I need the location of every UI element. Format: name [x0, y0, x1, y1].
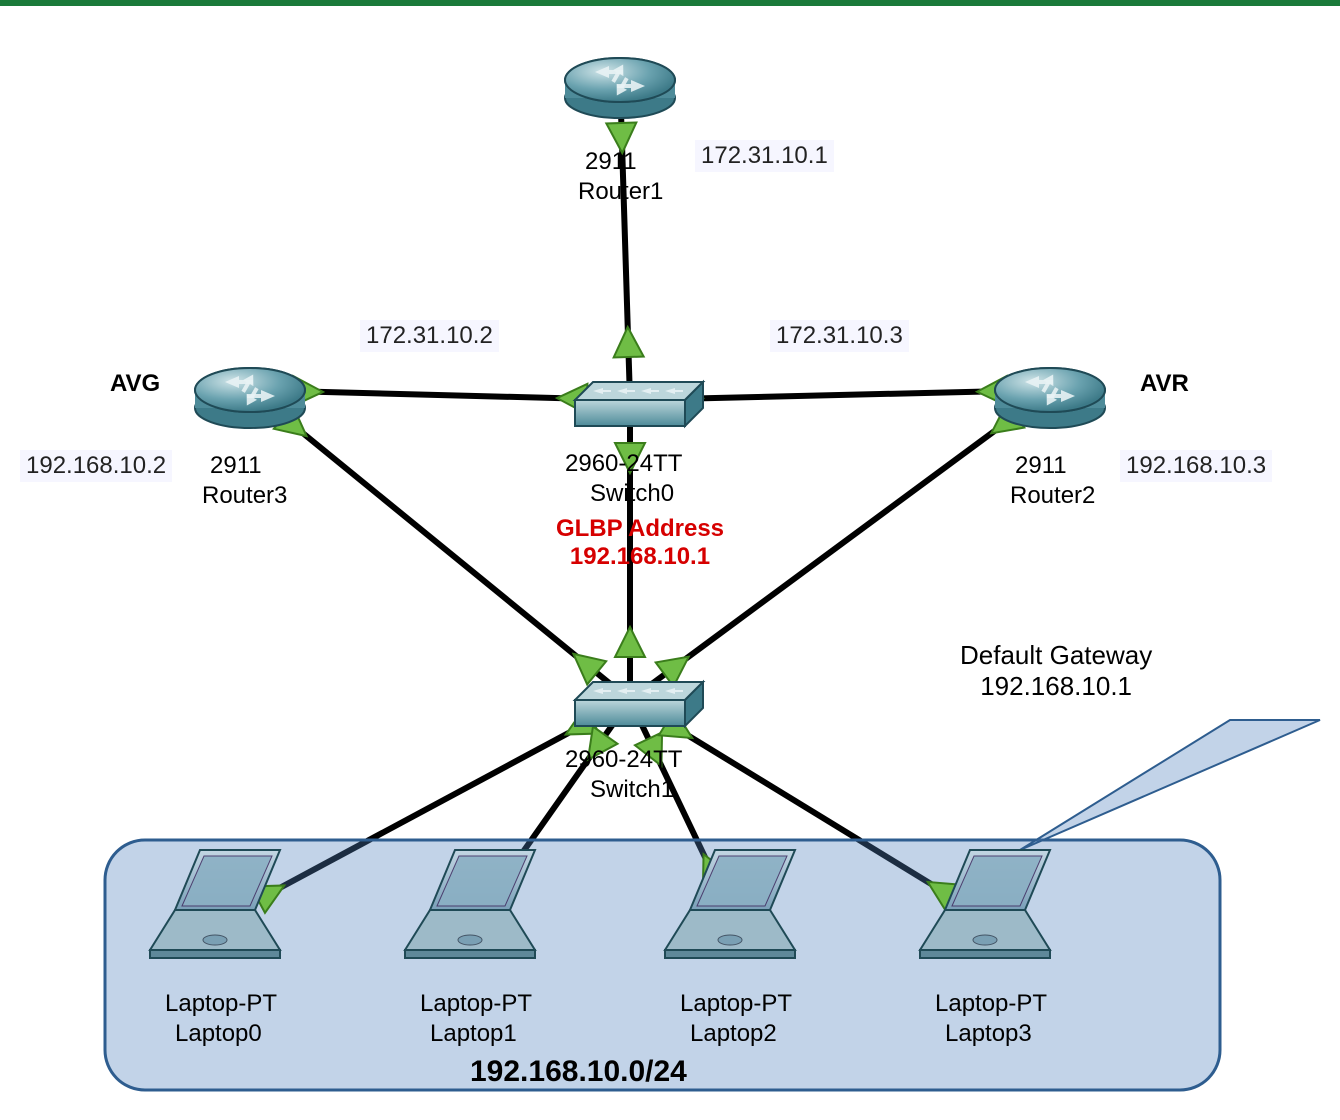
- router3-top-ip: 172.31.10.2: [360, 320, 499, 352]
- gateway-ip: 192.168.10.1: [980, 671, 1132, 701]
- laptop3-model: Laptop-PT: [935, 990, 1047, 1018]
- callout-pointer: [1020, 720, 1320, 850]
- glbp-title: GLBP Address: [556, 515, 724, 542]
- link-arrow-icon: [613, 327, 644, 358]
- switch1-name: Switch1: [590, 776, 674, 804]
- laptop1-name: Laptop1: [430, 1020, 517, 1048]
- glbp-ip: 192.168.10.1: [570, 543, 710, 570]
- router2-role: AVR: [1140, 370, 1189, 398]
- switch1-icon: [575, 682, 703, 726]
- diagram-canvas: 2911 Router1 172.31.10.1 172.31.10.2 AVG…: [0, 0, 1340, 1120]
- switch1-model: 2960-24TT: [565, 746, 682, 774]
- router3-icon: [195, 368, 305, 428]
- link-arrow-icon: [656, 645, 698, 687]
- laptop1-model: Laptop-PT: [420, 990, 532, 1018]
- subnet-label: 192.168.10.0/24: [470, 1055, 687, 1089]
- router1-ip: 172.31.10.1: [695, 140, 834, 172]
- router2-name: Router2: [1010, 482, 1095, 510]
- router1-model: 2911: [585, 148, 637, 176]
- router2-icon: [995, 368, 1105, 428]
- gateway-title: Default Gateway: [960, 640, 1152, 670]
- switch0-model: 2960-24TT: [565, 450, 682, 478]
- router2-model: 2911: [1015, 452, 1067, 480]
- router3-name: Router3: [202, 482, 287, 510]
- top-border: [0, 0, 1340, 6]
- router1-name: Router1: [578, 178, 663, 206]
- router2-right-ip: 192.168.10.3: [1120, 450, 1272, 482]
- subnet-box: [105, 840, 1220, 1090]
- laptop3-name: Laptop3: [945, 1020, 1032, 1048]
- switch0-icon: [575, 382, 703, 426]
- laptop0-model: Laptop-PT: [165, 990, 277, 1018]
- laptop0-name: Laptop0: [175, 1020, 262, 1048]
- router3-role: AVG: [110, 370, 160, 398]
- router3-model: 2911: [210, 452, 262, 480]
- router3-left-ip: 192.168.10.2: [20, 450, 172, 482]
- laptop2-model: Laptop-PT: [680, 990, 792, 1018]
- router1-icon: [565, 58, 675, 118]
- laptop2-name: Laptop2: [690, 1020, 777, 1048]
- router2-top-ip: 172.31.10.3: [770, 320, 909, 352]
- switch0-name: Switch0: [590, 480, 674, 508]
- link-arrow-icon: [615, 627, 645, 657]
